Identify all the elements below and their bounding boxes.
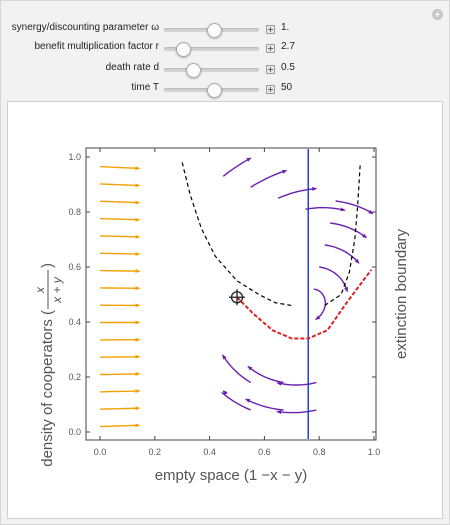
stream-arrow: [222, 354, 252, 384]
death-rate-slider-thumb[interactable]: [185, 63, 201, 78]
stream-arrow: [313, 288, 327, 320]
benefit-slider-thumb[interactable]: [176, 42, 192, 57]
stream-arrow: [99, 389, 141, 394]
stream-arrow: [244, 398, 284, 411]
death-rate-label: death rate d: [105, 62, 159, 73]
y-axis-label-denominator: x + y: [50, 276, 64, 304]
death-rate-value: 0.5: [281, 62, 295, 73]
y-tick-label: 0.2: [68, 372, 81, 382]
stream-arrow: [100, 252, 141, 256]
time-value: 50: [281, 82, 293, 93]
benefit-label: benefit multiplication factor r: [34, 41, 159, 52]
stream-arrow: [220, 390, 251, 411]
y-axis-label-prefix: density of cooperators (: [39, 310, 56, 467]
stream-arrow: [319, 266, 348, 293]
benefit-value: 2.7: [281, 41, 295, 52]
death-rate-expand-button[interactable]: [266, 65, 275, 74]
stream-arrow: [99, 406, 141, 411]
stream-arrow: [277, 186, 318, 199]
stream-arrow: [276, 381, 317, 386]
benefit-slider[interactable]: [164, 42, 259, 57]
benefit-expand-button[interactable]: [266, 44, 275, 53]
options-plus-icon[interactable]: [432, 9, 443, 20]
y-tick-label: 0.4: [68, 317, 81, 327]
y-axis-label-numerator: x: [33, 286, 47, 294]
stream-arrow: [247, 365, 284, 384]
stream-arrow: [99, 165, 141, 171]
x-tick-label: 0.8: [313, 447, 326, 457]
stream-arrow: [99, 200, 141, 205]
stream-arrow: [330, 222, 368, 239]
plot-frame: [85, 147, 377, 441]
time-slider-thumb[interactable]: [207, 83, 223, 98]
starting-point-locator[interactable]: [229, 289, 245, 306]
synergy-value: 1.: [281, 22, 290, 33]
control-time: time T 50: [1, 79, 450, 101]
x-tick-label: 0.0: [94, 447, 107, 457]
time-slider[interactable]: [164, 83, 259, 98]
death-rate-slider[interactable]: [164, 63, 259, 78]
y-axis-label: density of cooperators ( x x + y ): [33, 263, 64, 467]
synergy-slider-thumb[interactable]: [207, 23, 223, 38]
y-axis-label-suffix: ): [39, 263, 56, 268]
stream-arrow: [100, 372, 141, 377]
extinction-boundary-label: extinction boundary: [393, 228, 410, 359]
stream-arrow: [250, 169, 288, 188]
y-tick-label: 0.6: [68, 262, 81, 272]
stream-arrow: [99, 217, 141, 222]
y-tick-label: 1.0: [68, 152, 81, 162]
stream-arrow: [305, 206, 346, 212]
stream-arrow: [100, 269, 141, 274]
stream-arrow: [99, 183, 141, 188]
stream-arrow: [324, 244, 360, 264]
axis-ticks: 0.0 0.2 0.4 0.6 0.8 1.0 0.0 0.2 0.4 0.6 0.8 1.0: [68, 148, 380, 457]
x-tick-label: 0.4: [203, 447, 216, 457]
phase-plot[interactable]: 0.0 0.2 0.4 0.6 0.8 1.0 0.0 0.2 0.4 0.6 0.8 1.0 emp…: [8, 102, 442, 518]
stream-arrow: [335, 200, 374, 215]
separatrix-right: [324, 162, 361, 306]
x-axis-label: empty space (1 −x − y): [155, 467, 308, 484]
synergy-slider[interactable]: [164, 23, 259, 38]
synergy-label: synergy/discounting parameter ω: [11, 22, 159, 33]
controls-area: synergy/discounting parameter ω 1. benef…: [1, 1, 450, 101]
stream-arrow: [222, 157, 252, 177]
stream-arrow: [276, 409, 317, 415]
stream-arrow: [99, 423, 141, 428]
x-tick-label: 0.6: [258, 447, 271, 457]
plot-panel: 0.0 0.2 0.4 0.6 0.8 1.0 0.0 0.2 0.4 0.6 0.8 1.0 emp…: [7, 101, 443, 519]
separatrix-left: [181, 162, 292, 307]
x-tick-label: 1.0: [368, 447, 381, 457]
stream-arrow: [99, 234, 141, 239]
time-label: time T: [131, 82, 159, 93]
control-synergy: synergy/discounting parameter ω 1.: [1, 19, 450, 41]
y-tick-label: 0.0: [68, 427, 81, 437]
x-tick-label: 0.2: [149, 447, 162, 457]
synergy-expand-button[interactable]: [266, 25, 275, 34]
control-benefit: benefit multiplication factor r 2.7: [1, 38, 450, 60]
y-tick-label: 0.8: [68, 207, 81, 217]
stream-lines: [99, 157, 374, 428]
control-death-rate: death rate d 0.5: [1, 59, 450, 81]
time-expand-button[interactable]: [266, 85, 275, 94]
trajectory-curve: [236, 269, 373, 340]
